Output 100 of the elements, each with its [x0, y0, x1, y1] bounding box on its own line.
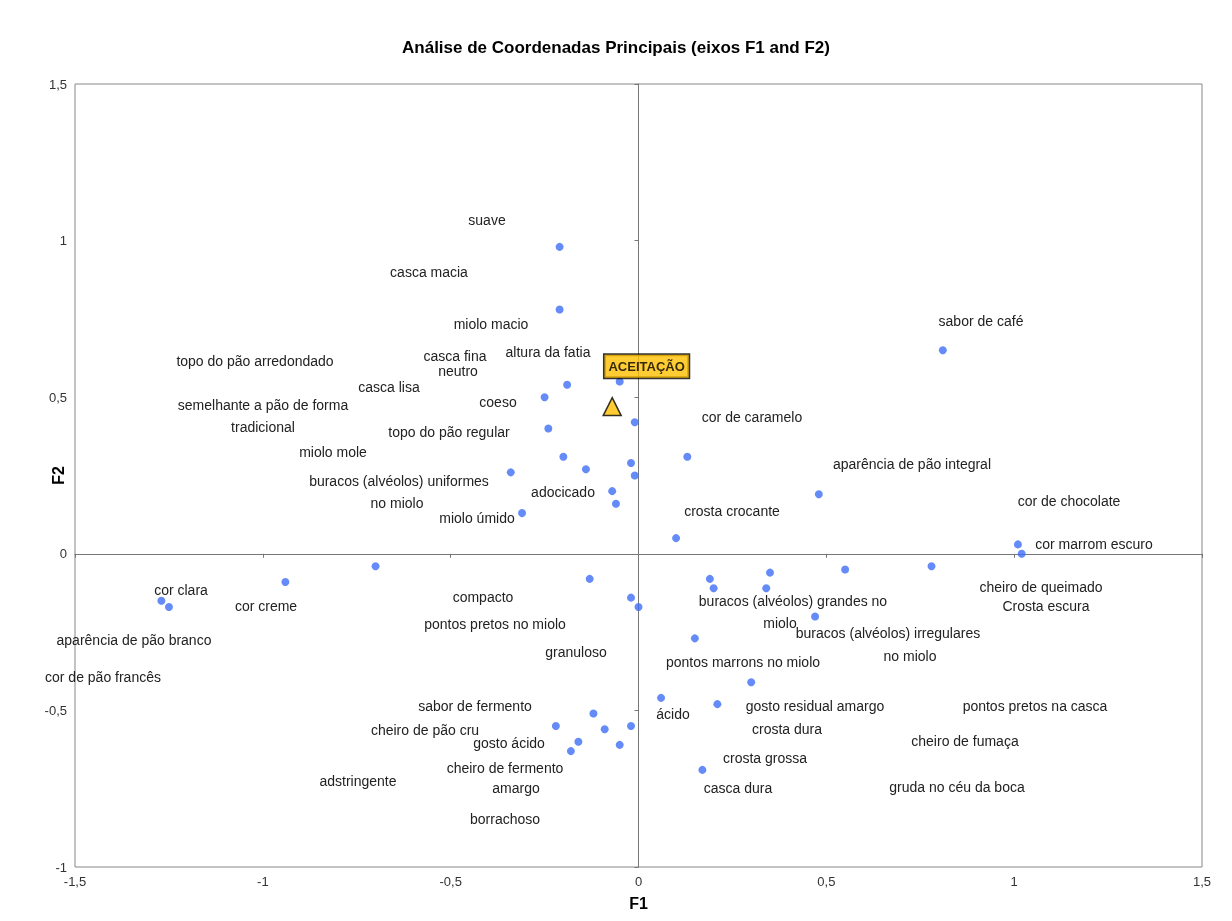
annotation: tradicional: [231, 419, 295, 435]
point: [657, 693, 666, 702]
annotation: neutro: [438, 363, 479, 379]
y-tick-label: -1: [55, 859, 67, 875]
point: [555, 305, 564, 314]
point: [566, 747, 575, 756]
annotation: casca macia: [390, 264, 469, 280]
annotation: miolo macio: [453, 316, 529, 332]
point: [747, 678, 756, 687]
annotation: casca dura: [703, 780, 773, 796]
point: [157, 596, 166, 605]
point: [1013, 540, 1022, 549]
annotation: crosta grossa: [722, 750, 808, 766]
point: [540, 393, 549, 402]
point: [713, 700, 722, 709]
point: [551, 722, 560, 731]
point: [626, 593, 635, 602]
point: [765, 568, 774, 577]
point: [811, 612, 820, 621]
x-axis-title: F1: [629, 894, 648, 912]
annotation: no miolo: [883, 648, 937, 664]
annotation: sabor de café: [938, 313, 1024, 329]
annotation: cor clara: [154, 582, 209, 598]
point: [555, 242, 564, 251]
annotation: topo do pão regular: [388, 424, 511, 440]
annotation: cor de pão francês: [45, 669, 161, 685]
point: [602, 396, 622, 417]
point: [634, 603, 643, 612]
y-tick-label: -0,5: [44, 702, 67, 718]
point: [615, 740, 624, 749]
annotation: suave: [468, 212, 506, 228]
point: [841, 565, 850, 574]
point: [626, 722, 635, 731]
annotation: casca fina: [423, 348, 487, 364]
annotation: casca lisa: [358, 379, 420, 395]
annotation: cor marrom escuro: [1035, 536, 1153, 552]
y-tick-label: 0,5: [48, 389, 67, 405]
annotation: Crosta escura: [1002, 598, 1090, 614]
x-tick-label: -1,5: [63, 874, 87, 889]
annotation: semelhante a pão de forma: [177, 397, 349, 413]
annotation: miolo: [763, 615, 797, 631]
annotation: cheiro de queimado: [979, 579, 1103, 595]
point: [371, 562, 380, 571]
x-tick-label: -1: [257, 874, 269, 889]
annotation: adocicado: [531, 484, 596, 500]
point: [574, 737, 583, 746]
point: [559, 452, 568, 461]
annotation: coeso: [479, 394, 517, 410]
point: [690, 634, 699, 643]
annotation: cheiro de fumaça: [911, 733, 1019, 749]
point: [164, 603, 173, 612]
point: [544, 424, 553, 433]
chart-title: Análise de Coordenadas Principais (eixos F1 and F2): [402, 38, 830, 57]
annotation: cor creme: [234, 598, 298, 614]
point: [585, 574, 594, 583]
annotation: compacto: [452, 589, 514, 605]
annotation: altura da fatia: [505, 344, 591, 360]
point: [518, 509, 527, 518]
annotation: gruda no céu da boca: [889, 779, 1025, 795]
annotation: ácido: [656, 706, 690, 722]
annotation: aparência de pão branco: [56, 632, 212, 648]
annotation: gosto ácido: [473, 735, 546, 751]
y-tick-label: 1: [59, 233, 67, 249]
annotation: miolo úmido: [439, 510, 515, 526]
annotation: buracos (alvéolos) irregulares: [795, 625, 981, 641]
annotation: amargo: [492, 780, 540, 796]
series-label: ACEITAÇÃO: [608, 358, 685, 374]
point: [1017, 549, 1026, 558]
annotation: no miolo: [370, 495, 424, 511]
point: [506, 468, 515, 477]
annotation: crosta crocante: [684, 503, 781, 519]
point: [630, 418, 639, 427]
point: [281, 577, 290, 586]
point: [589, 709, 598, 718]
annotation: cheiro de pão cru: [370, 722, 480, 738]
point: [762, 584, 771, 593]
point: [698, 765, 707, 774]
annotation: buracos (alvéolos) grandes no: [698, 593, 888, 609]
annotation: sabor de fermento: [418, 698, 533, 714]
annotation: miolo mole: [299, 444, 368, 460]
y-tick-label: 1,5: [48, 76, 67, 92]
x-tick-label: 0,5: [817, 874, 836, 889]
point: [705, 574, 714, 583]
annotation: adstringente: [319, 773, 397, 789]
annotation: granuloso: [545, 644, 607, 660]
annotation: gosto residual amargo: [745, 698, 885, 714]
y-tick-label: 0: [59, 546, 67, 562]
point: [630, 471, 639, 480]
x-tick-label: 1: [1010, 874, 1018, 889]
point: [927, 562, 936, 571]
point: [683, 452, 692, 461]
point: [938, 346, 947, 355]
point: [611, 499, 620, 508]
annotation: cor de chocolate: [1017, 493, 1121, 509]
annotation: cor de caramelo: [701, 409, 803, 425]
annotation: pontos pretos na casca: [962, 698, 1108, 714]
annotation: topo do pão arredondado: [176, 353, 334, 369]
annotation: cheiro de fermento: [446, 760, 564, 776]
annotation: borrachoso: [469, 811, 541, 827]
point: [608, 487, 617, 496]
